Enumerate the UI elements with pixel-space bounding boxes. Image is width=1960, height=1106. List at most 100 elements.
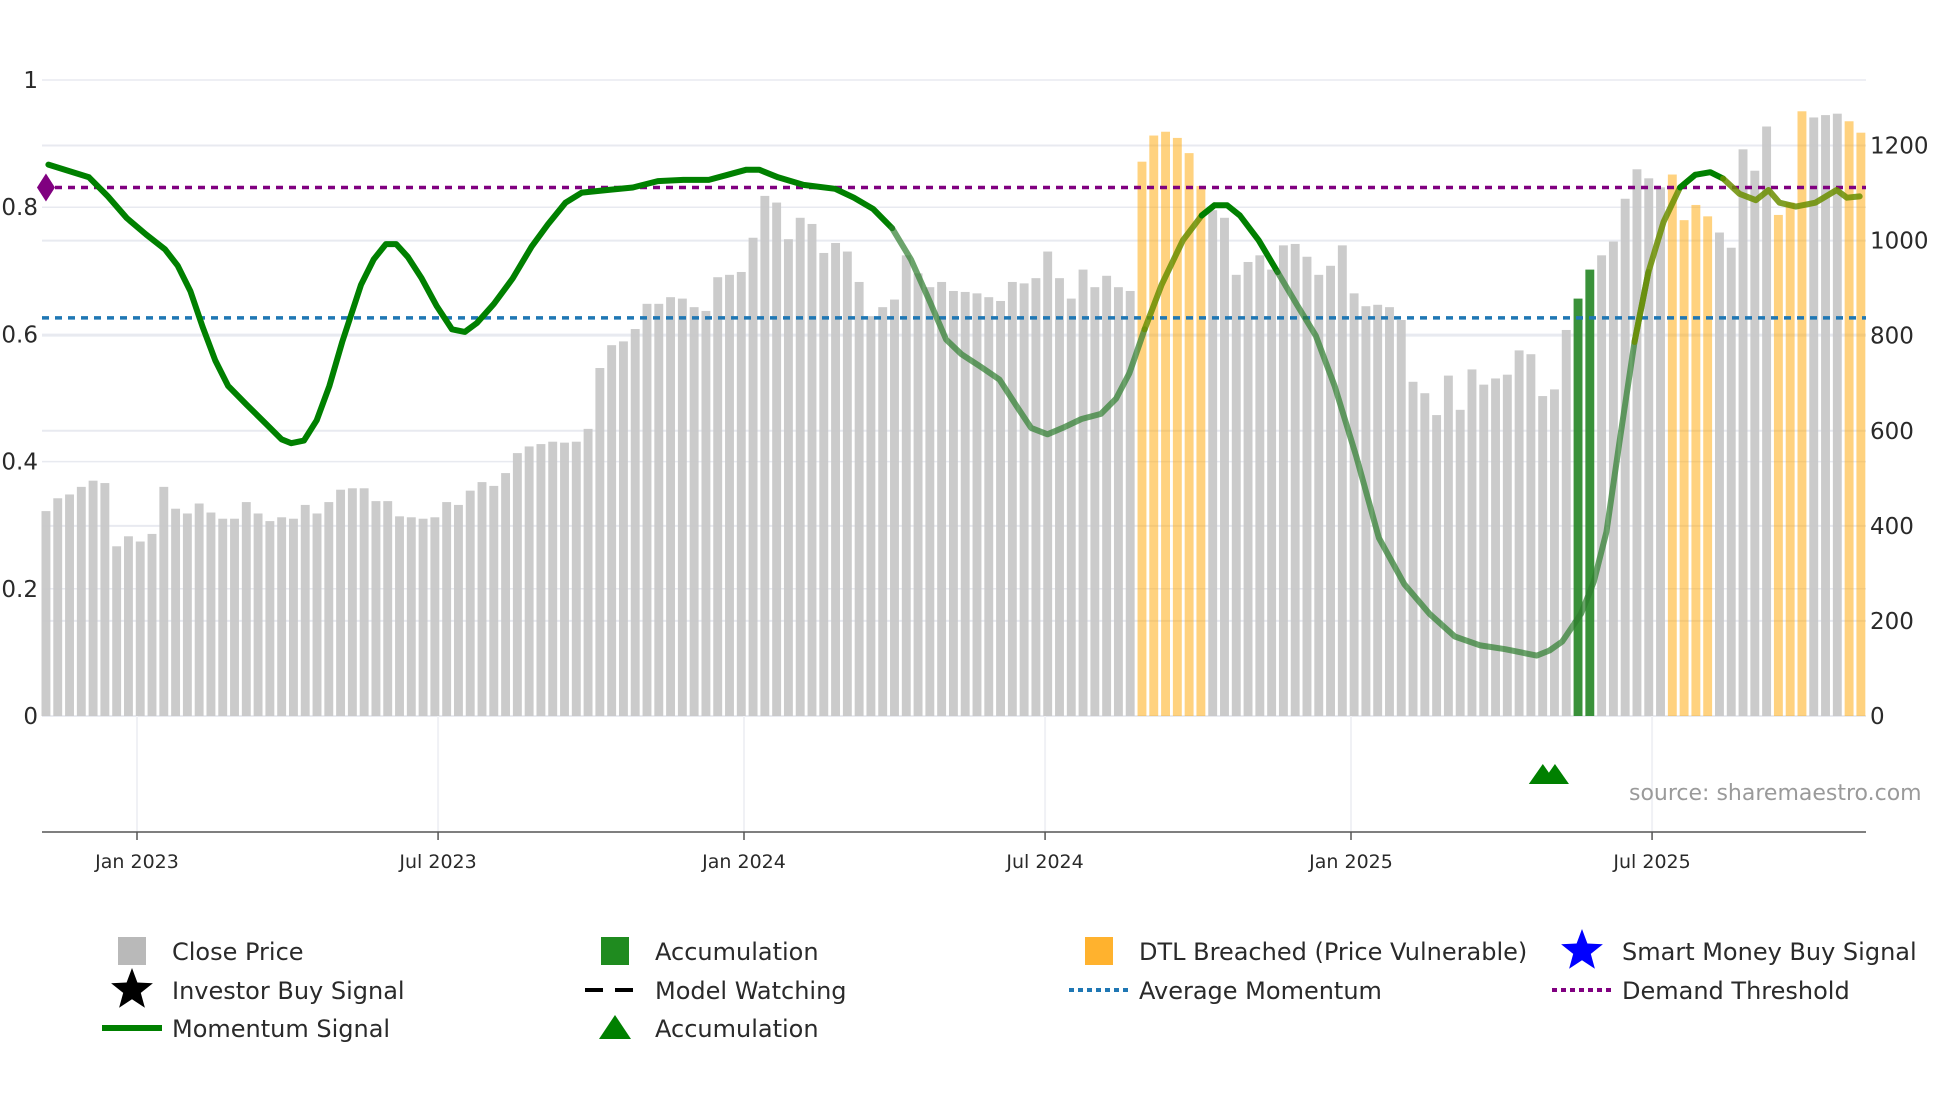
x-tick-label: Jul 2023: [398, 851, 476, 873]
close-price-bar: [1113, 287, 1123, 716]
left-axis-label: 0: [23, 704, 38, 730]
close-price-bar: [430, 517, 440, 716]
close-price-bar: [1644, 178, 1654, 716]
close-price-bar: [41, 511, 51, 716]
close-price-bar: [1385, 307, 1394, 716]
close-price-bar: [1302, 256, 1312, 716]
source-label: source: sharemaestro.com: [1629, 781, 1922, 806]
close-price-bar: [135, 541, 145, 716]
price-bars: [41, 111, 1866, 717]
close-price-bar: [1455, 409, 1465, 716]
close-price-bar: [713, 277, 723, 716]
close-price-bar: [489, 485, 499, 716]
close-price-bar: [913, 273, 923, 716]
close-price-bar: [1762, 126, 1772, 716]
dtl-breached-bar: [1161, 131, 1170, 716]
close-price-bar: [1278, 245, 1288, 716]
close-price-bar: [571, 441, 581, 716]
close-price-bar: [548, 441, 558, 716]
close-price-bar: [689, 307, 699, 716]
legend-item: Model Watching: [585, 977, 847, 1005]
close-price-bar: [53, 498, 63, 716]
close-price-bar: [560, 442, 569, 716]
close-price-bar: [406, 517, 416, 716]
close-price-bar: [1479, 384, 1489, 716]
close-price-bar: [1361, 306, 1371, 716]
x-tick-label: Jul 2025: [1612, 851, 1690, 873]
close-price-bar: [1102, 275, 1112, 716]
accumulation-bar: [1573, 298, 1583, 716]
legend-item: Demand Threshold: [1552, 977, 1850, 1005]
close-price-bar: [937, 281, 947, 716]
close-price-bar: [1337, 245, 1347, 716]
close-price-bar: [300, 504, 310, 716]
dtl-breached-bar: [1667, 174, 1677, 716]
legend-item: DTL Breached (Price Vulnerable): [1085, 937, 1527, 966]
close-price-bar: [123, 536, 133, 716]
close-price-bar: [831, 242, 841, 717]
close-price-bar: [925, 287, 935, 716]
close-price-bar: [218, 518, 228, 716]
close-price-bar: [453, 504, 463, 716]
close-price-bar: [1620, 198, 1630, 717]
legend-item: Accumulation: [601, 937, 819, 966]
close-price-bar: [996, 300, 1006, 716]
right-axis-label: 600: [1870, 419, 1914, 445]
legend-label: Demand Threshold: [1622, 977, 1850, 1005]
close-price-bar: [182, 513, 192, 716]
axes: Jan 2023 Jul 2023 Jan 2024 Jul 2024 Jan 2025…: [1, 68, 1928, 873]
close-price-bar: [465, 490, 475, 716]
right-axis-label: 800: [1870, 324, 1914, 350]
close-price-bar: [88, 480, 98, 716]
legend-item: Average Momentum: [1069, 977, 1382, 1005]
dtl-breached-bar: [1773, 214, 1783, 716]
dtl-breached-bar: [1172, 137, 1182, 717]
close-price-bar: [1125, 290, 1135, 716]
close-price-bar: [1526, 354, 1536, 716]
close-price-bar: [1255, 255, 1265, 716]
close-price-bar: [336, 489, 346, 716]
close-price-bar: [112, 546, 122, 716]
legend-label: Close Price: [172, 938, 304, 966]
legend-item: Close Price: [118, 937, 304, 966]
x-tick-label: Jan 2025: [1308, 851, 1393, 873]
close-price-bar: [418, 518, 428, 716]
right-axis-label: 1200: [1870, 134, 1929, 160]
close-price-bar: [1597, 255, 1607, 716]
demand-threshold-marker: [36, 173, 55, 202]
close-price-bar: [371, 501, 381, 716]
close-price-bar: [241, 502, 251, 716]
close-price-bar: [1656, 187, 1665, 716]
legend-label: Smart Money Buy Signal: [1622, 938, 1917, 966]
close-price-bar: [1561, 329, 1571, 716]
close-price-bar: [630, 329, 640, 716]
close-price-bar: [1019, 283, 1029, 716]
close-price-bar: [536, 444, 546, 716]
close-price-bar: [100, 483, 110, 716]
close-price-bar: [1231, 274, 1241, 716]
close-price-bar: [1467, 369, 1477, 716]
close-price-bar: [842, 251, 852, 717]
close-price-bar: [1432, 415, 1442, 716]
gray-square-icon: [118, 937, 146, 965]
close-price-bar: [642, 303, 652, 716]
dtl-breached-bar: [1785, 202, 1795, 716]
close-price-bar: [253, 513, 263, 716]
momentum-signal-segment: [1274, 269, 1652, 659]
close-price-bar: [760, 195, 770, 716]
close-price-bar: [1396, 319, 1406, 716]
close-price-bar: [1208, 210, 1218, 717]
close-price-bar: [807, 223, 817, 716]
close-price-bar: [772, 202, 782, 716]
legend-label: Momentum Signal: [172, 1015, 390, 1043]
legend-item: Momentum Signal: [102, 1015, 390, 1043]
close-price-bar: [383, 501, 393, 716]
close-price-bar: [1738, 149, 1748, 717]
close-price-bar: [901, 255, 911, 716]
close-price-bar: [1632, 169, 1642, 717]
close-price-bar: [595, 368, 605, 716]
close-price-bar: [1243, 261, 1253, 716]
left-axis-label: 0.8: [1, 195, 38, 221]
close-price-bar: [1550, 389, 1559, 716]
close-price-bar: [288, 518, 298, 716]
